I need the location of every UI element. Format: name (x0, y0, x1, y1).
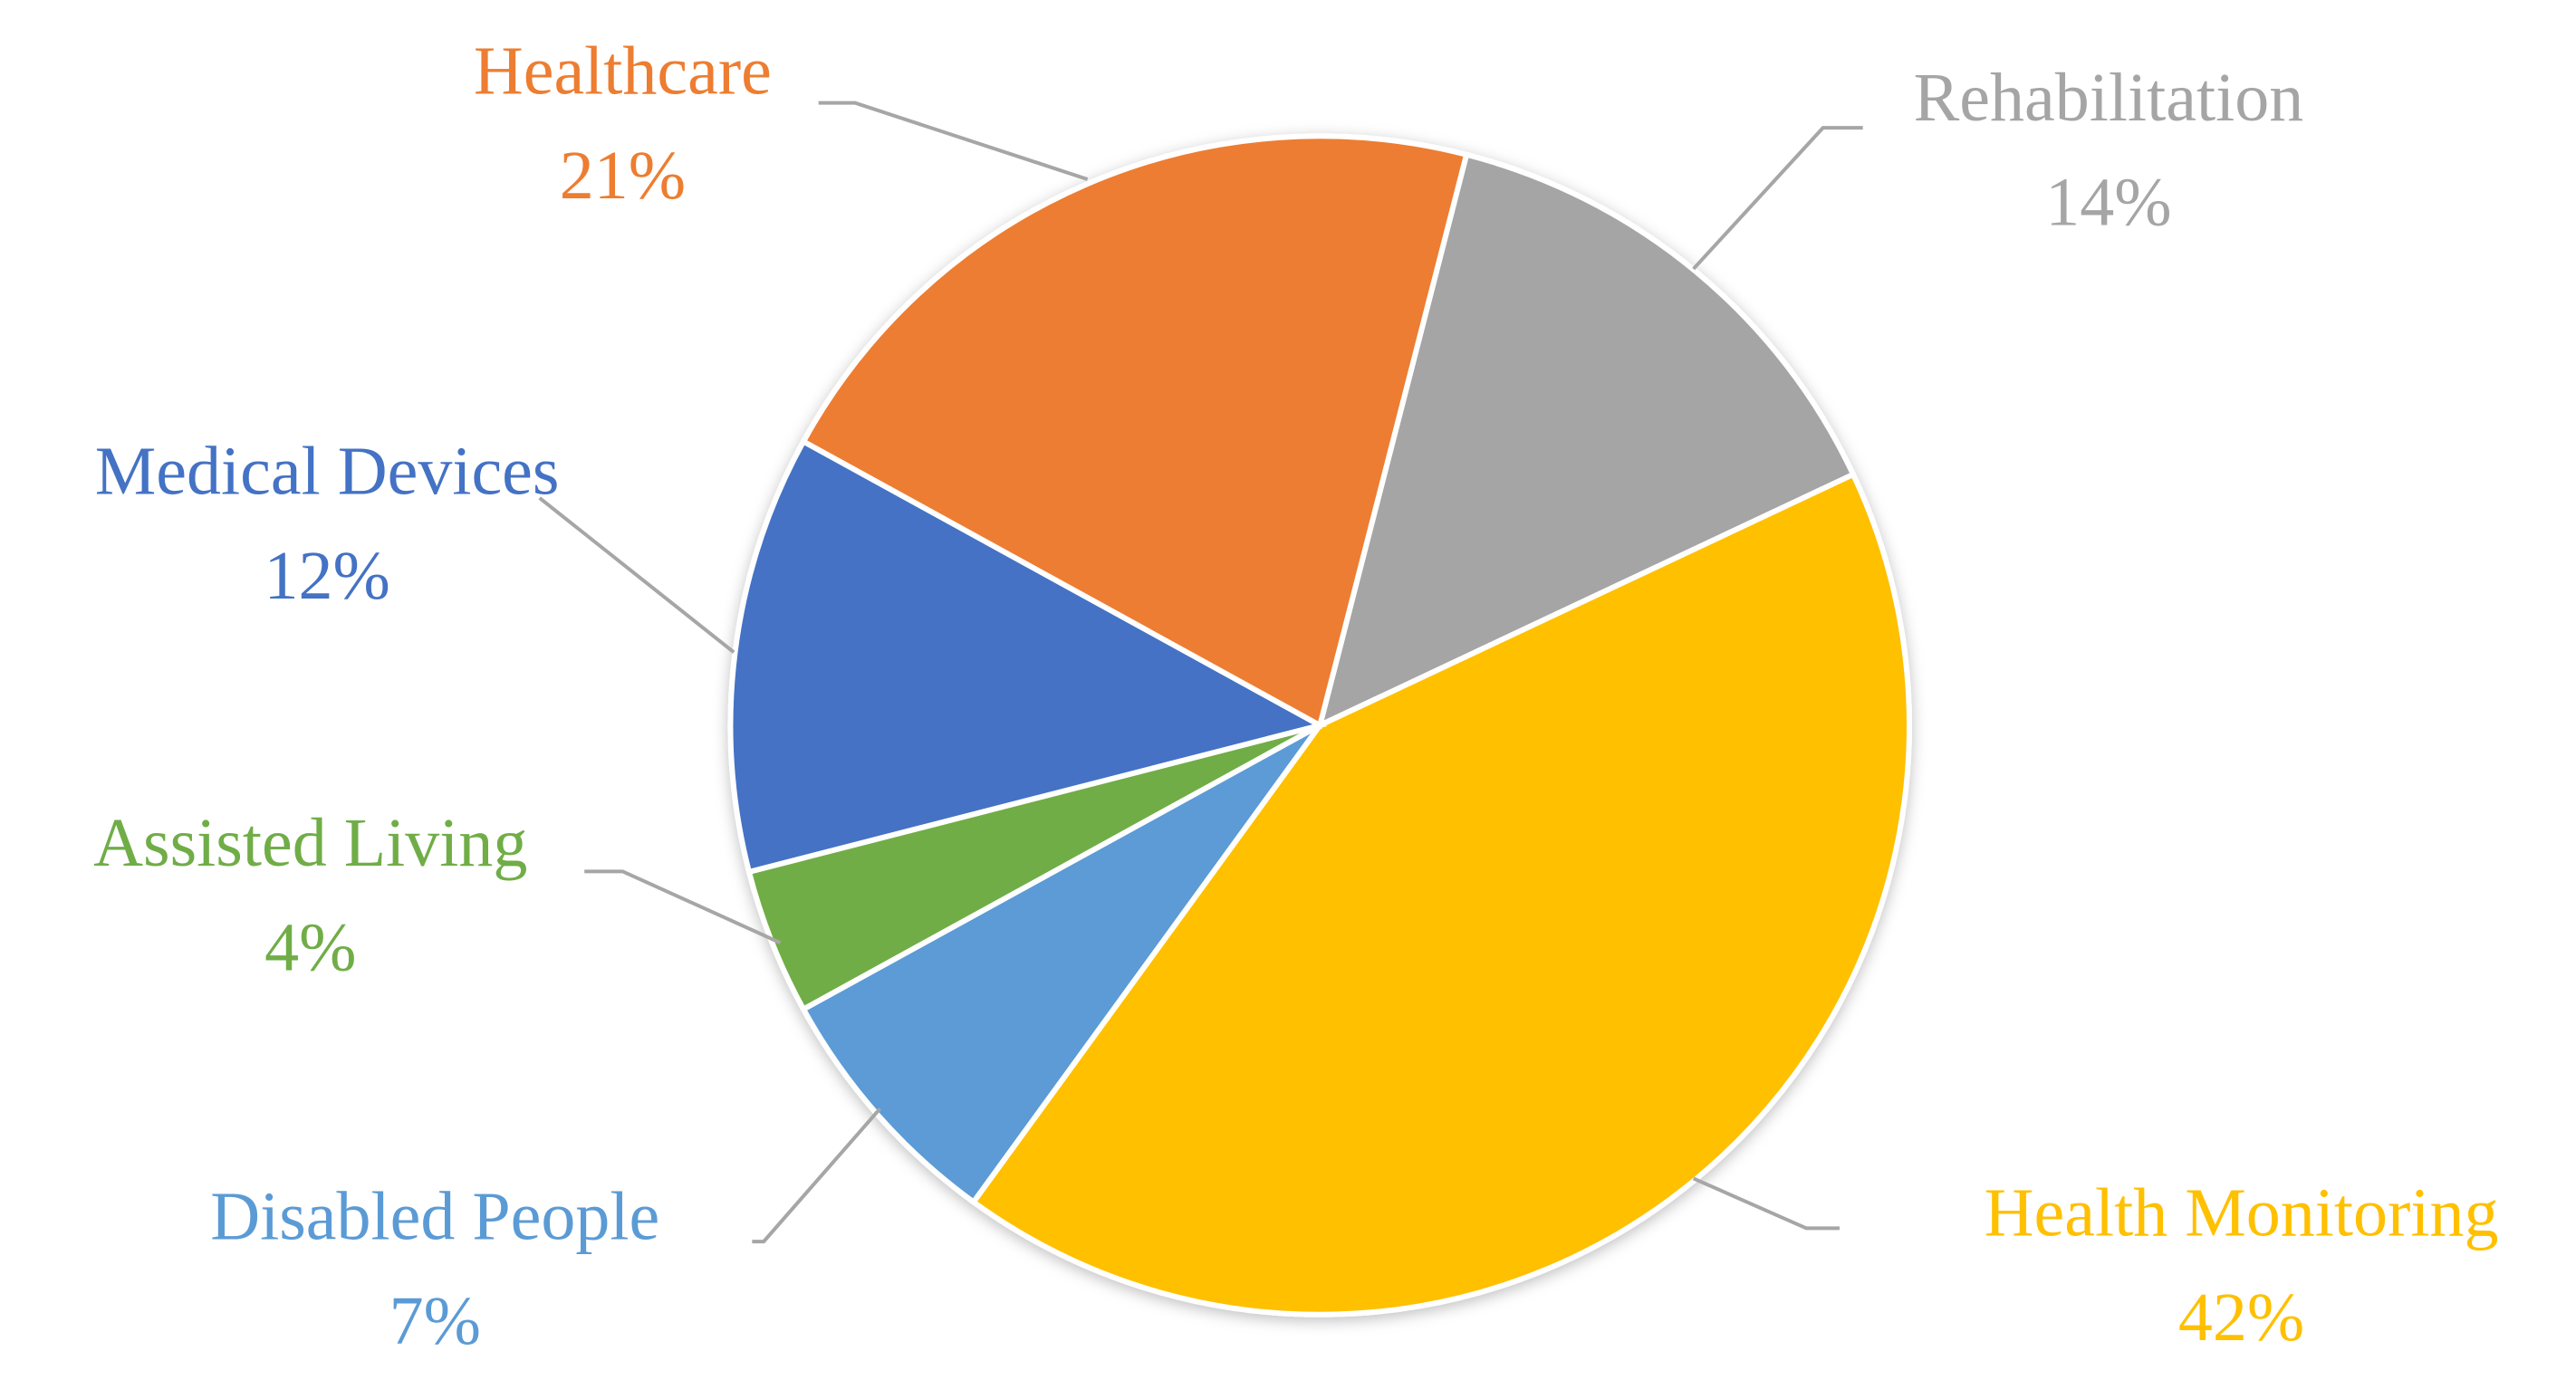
value-label: 42% (2178, 1279, 2304, 1356)
slice-label: Health Monitoring (1985, 1175, 2499, 1251)
slice-label: Assisted Living (93, 805, 527, 881)
leader-line (538, 496, 735, 654)
leader-line (1692, 126, 1863, 271)
value-label: 4% (264, 909, 356, 985)
pie-slice (1315, 151, 1858, 731)
labels: Rehabilitation 14% Health Monitoring 42% Dis… (93, 34, 2498, 1359)
slice-label: Healthcare (474, 34, 772, 110)
leader-line (584, 869, 782, 944)
value-label: 14% (2045, 164, 2171, 240)
value-label: 12% (264, 538, 389, 614)
leader-line (1692, 1176, 1840, 1231)
slice-label: Medical Devices (95, 433, 560, 509)
slice-label: Disabled People (210, 1178, 659, 1254)
pie-slice (799, 723, 1322, 1206)
leader-line (752, 1107, 881, 1244)
leader-line (818, 101, 1089, 181)
value-label: 7% (389, 1283, 481, 1359)
pie (727, 133, 1912, 1318)
pie-slice (727, 437, 1328, 876)
slice-label: Rehabilitation (1914, 60, 2304, 136)
value-label: 21% (560, 138, 686, 214)
pie-slice (799, 133, 1470, 730)
